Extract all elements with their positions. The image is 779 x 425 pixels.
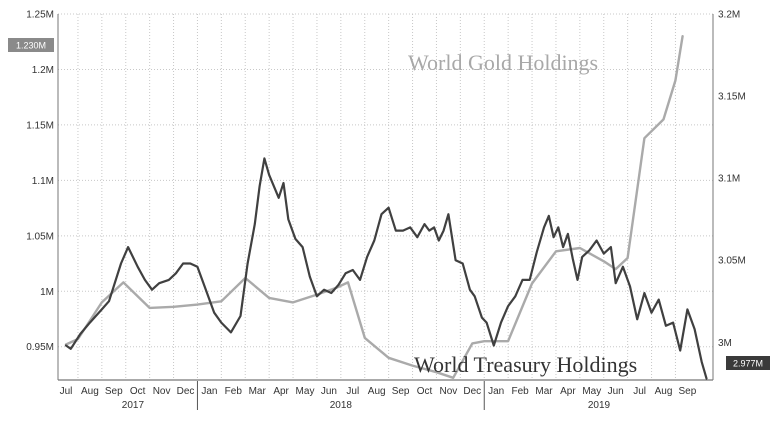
- x-axis-year-ticks: 2017 2018 2019: [122, 381, 611, 411]
- treasury-holdings-line: [64, 157, 708, 380]
- right-tick-label: 3.15M: [718, 92, 746, 103]
- month-tick-label: Jun: [608, 386, 624, 397]
- month-tick-label: May: [296, 386, 315, 397]
- month-tick-label: Feb: [225, 386, 243, 397]
- plot-area: [58, 14, 713, 380]
- month-tick-label: Jan: [488, 386, 504, 397]
- month-tick-label: Jul: [60, 386, 73, 397]
- month-tick-label: Nov: [440, 386, 458, 397]
- left-axis-ticks: 0.95M 1M 1.05M 1.1M 1.15M 1.2M 1.25M: [26, 10, 54, 354]
- month-tick-label: Dec: [177, 386, 195, 397]
- month-tick-label: Aug: [81, 386, 99, 397]
- month-tick-label: Oct: [417, 386, 433, 397]
- month-tick-label: Jun: [321, 386, 337, 397]
- month-tick-label: Oct: [130, 386, 146, 397]
- month-tick-label: Sep: [679, 386, 697, 397]
- month-tick-label: Sep: [392, 386, 410, 397]
- x-axis-month-ticks: Jul Aug Sep Oct Nov Dec Jan Feb Mar Apr May Jun Jul A…: [60, 386, 697, 397]
- left-tick-label: 1.25M: [26, 10, 54, 21]
- right-tick-label: 3.05M: [718, 256, 746, 267]
- axes: [57, 14, 714, 381]
- gridlines: [58, 13, 713, 380]
- month-tick-label: Apr: [273, 386, 289, 397]
- left-tick-label: 1.1M: [32, 176, 54, 187]
- left-last-value: 1.230M: [16, 41, 46, 51]
- month-tick-label: Nov: [153, 386, 171, 397]
- year-tick-label: 2017: [122, 400, 145, 411]
- month-tick-label: May: [582, 386, 601, 397]
- right-tick-label: 3M: [718, 338, 732, 349]
- month-tick-label: Aug: [655, 386, 673, 397]
- month-tick-label: Feb: [511, 386, 529, 397]
- right-tick-label: 3.2M: [718, 10, 740, 21]
- left-tick-label: 1.2M: [32, 65, 54, 76]
- month-tick-label: Dec: [463, 386, 481, 397]
- month-tick-label: Aug: [368, 386, 386, 397]
- left-tick-label: 1.15M: [26, 120, 54, 131]
- month-tick-label: Jan: [201, 386, 217, 397]
- left-tick-label: 1M: [40, 287, 54, 298]
- left-last-value-callout: 1.230M: [8, 38, 54, 52]
- left-tick-label: 0.95M: [26, 342, 54, 353]
- treasury-series-label: World Treasury Holdings: [414, 352, 637, 377]
- month-tick-label: Jul: [346, 386, 359, 397]
- right-axis-ticks: 3M 3.05M 3.1M 3.15M 3.2M: [718, 10, 746, 349]
- month-tick-label: Apr: [560, 386, 576, 397]
- series-lines: [64, 35, 708, 380]
- right-last-value-callout: 2.977M: [726, 356, 770, 370]
- year-tick-label: 2019: [588, 400, 611, 411]
- left-tick-label: 1.05M: [26, 231, 54, 242]
- year-tick-label: 2018: [330, 400, 353, 411]
- month-tick-label: Jul: [633, 386, 646, 397]
- gold-series-label: World Gold Holdings: [408, 50, 598, 75]
- month-tick-label: Mar: [535, 386, 553, 397]
- right-tick-label: 3.1M: [718, 174, 740, 185]
- right-last-value: 2.977M: [733, 359, 763, 369]
- month-tick-label: Sep: [105, 386, 123, 397]
- month-tick-label: Mar: [249, 386, 267, 397]
